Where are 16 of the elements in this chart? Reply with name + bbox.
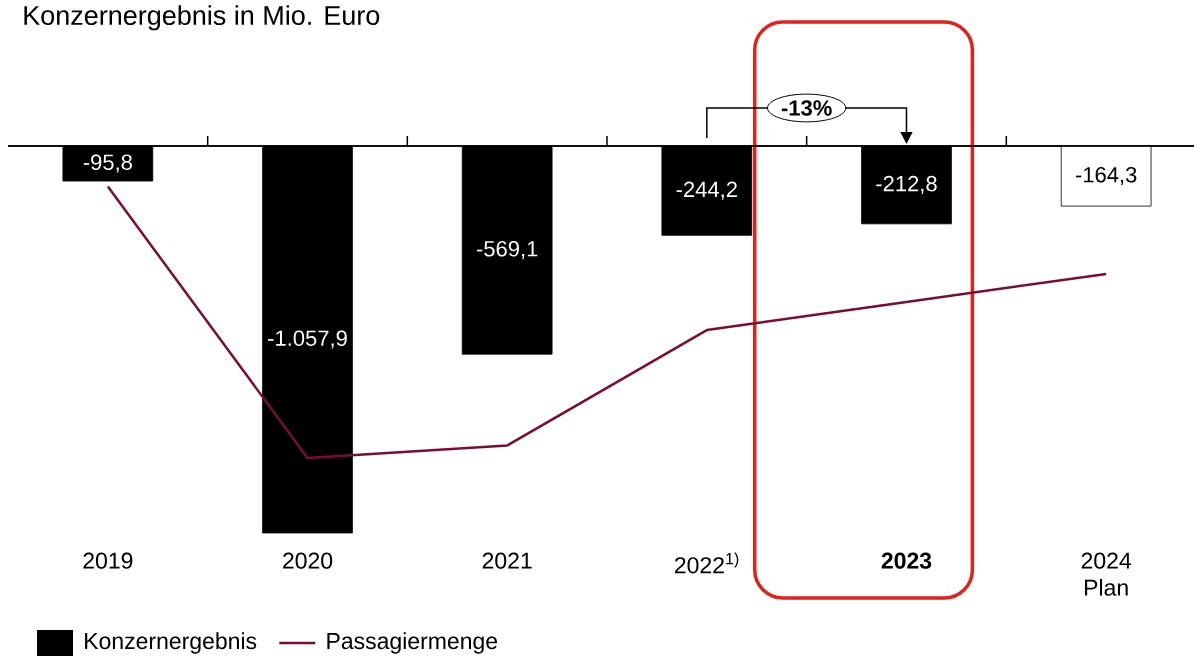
legend-label: Passagiermenge [327, 632, 498, 654]
data-label: -244,2 [676, 181, 737, 200]
legend-label: Konzernergebnis [85, 632, 257, 654]
x-tick-label: 2020 [283, 552, 333, 569]
chart-title: Konzernergebnis in Mio. Euro [24, 5, 380, 31]
data-label: -212,8 [876, 175, 937, 194]
x-tick-label: 2024 Plan [1081, 552, 1132, 596]
data-label: -164,3 [1075, 166, 1137, 186]
x-tick-label: 2022$^{1)}$ [674, 552, 739, 574]
data-label: -95,8 [83, 154, 132, 173]
data-label: -1.057,9 [268, 330, 347, 349]
x-tick-label: 2023 [881, 552, 932, 569]
data-label: -569,1 [476, 240, 538, 260]
x-tick-label: 2021 [482, 552, 532, 569]
text: -13% [781, 100, 832, 116]
x-tick-label: 2019 [83, 552, 133, 569]
